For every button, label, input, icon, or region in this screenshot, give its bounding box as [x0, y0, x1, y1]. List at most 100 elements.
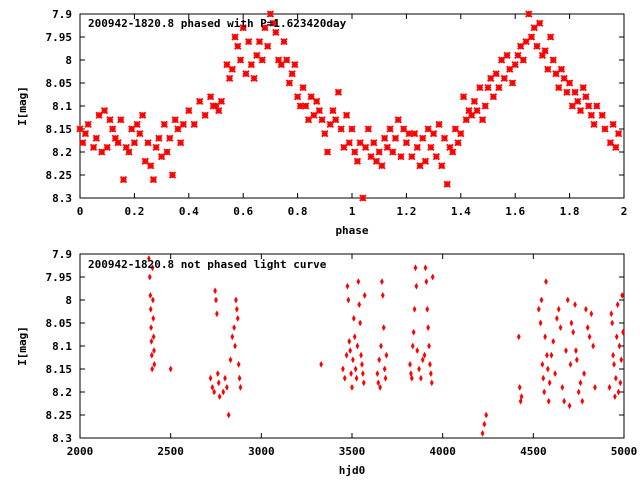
data-point: [506, 65, 514, 73]
data-point: [216, 379, 221, 387]
data-point: [578, 379, 583, 387]
data-point: [375, 370, 380, 378]
data-point: [149, 175, 158, 184]
data-point: [410, 129, 419, 138]
data-point: [382, 365, 387, 373]
data-point: [111, 134, 119, 142]
data-point: [391, 134, 400, 142]
data-point: [151, 314, 156, 322]
data-point: [484, 83, 492, 92]
data-point: [619, 356, 624, 364]
data-point: [264, 42, 272, 50]
data-point: [413, 143, 421, 152]
data-point: [168, 171, 177, 179]
data-point: [231, 33, 239, 41]
data-point: [340, 143, 348, 152]
data-point: [615, 301, 620, 309]
data-point: [155, 134, 163, 142]
data-point: [76, 125, 84, 133]
data-point: [128, 125, 136, 133]
data-point: [377, 356, 382, 364]
data-point: [516, 333, 521, 341]
data-point: [400, 125, 408, 133]
data-point: [285, 79, 294, 87]
data-point: [519, 56, 527, 64]
data-point: [614, 129, 623, 138]
data-point: [544, 278, 548, 286]
x-tick-labels: 0 0.2 0.4 0.6 0.8 1 1.2 1.4 1.6 1.8 2: [77, 205, 628, 218]
data-point: [557, 65, 566, 73]
y-axis-label: I[mag]: [16, 326, 29, 366]
data-point: [367, 152, 375, 161]
chart-title: 200942-1820.8 phased with P=1.623420day: [88, 17, 347, 30]
data-point: [606, 139, 615, 147]
data-point: [224, 383, 229, 391]
data-point: [556, 305, 561, 313]
data-point: [319, 360, 324, 368]
data-point: [427, 342, 431, 350]
data-point: [149, 351, 154, 359]
data-point: [589, 310, 594, 318]
data-point: [546, 33, 555, 41]
data-point: [378, 162, 386, 170]
y-tick-label: 8.2: [52, 146, 72, 159]
x-tick-labels: 2000 2500 3000 3500 4000 4500 5000: [67, 445, 638, 458]
x-tick-label: 1: [349, 205, 356, 218]
data-point: [487, 74, 495, 83]
data-point: [81, 129, 90, 138]
data-point: [584, 305, 588, 313]
data-point: [232, 324, 237, 332]
data-point: [122, 143, 130, 152]
data-point: [527, 33, 536, 41]
data-point: [549, 56, 557, 64]
data-point: [562, 397, 567, 405]
data-points: [147, 255, 625, 437]
data-point: [429, 129, 438, 138]
data-point: [482, 420, 487, 428]
data-point: [351, 314, 356, 322]
data-point: [269, 19, 277, 27]
data-point: [307, 93, 315, 101]
data-point: [555, 83, 563, 92]
data-point: [352, 333, 357, 341]
data-point: [92, 134, 100, 142]
data-point: [362, 291, 367, 299]
data-point: [544, 65, 552, 73]
data-point: [226, 411, 231, 419]
data-point: [359, 194, 367, 202]
data-point: [380, 278, 384, 286]
x-axis-label: hjd0: [339, 464, 366, 477]
data-point: [168, 365, 173, 373]
data-point: [360, 370, 365, 378]
data-point: [354, 374, 359, 382]
data-point: [468, 111, 476, 119]
data-point: [440, 134, 449, 142]
data-point: [620, 291, 625, 299]
y-tick-label: 7.95: [46, 31, 73, 44]
x-tick-label: 0.8: [288, 205, 308, 218]
data-point: [582, 370, 586, 378]
data-point: [213, 287, 217, 295]
data-point: [430, 273, 435, 281]
data-point: [465, 106, 473, 115]
data-point: [217, 97, 226, 106]
x-tick-label: 0.6: [233, 205, 253, 218]
unphased-light-curve-panel: 2000 2500 3000 3500 4000 4500 5000 7.9 7.95 8 8.0…: [16, 248, 637, 477]
data-point: [350, 383, 354, 391]
data-point: [618, 379, 623, 387]
x-tick-label: 1.6: [505, 205, 525, 218]
data-point: [580, 397, 585, 405]
data-point: [234, 296, 238, 304]
data-point: [160, 120, 168, 129]
data-point: [351, 356, 355, 364]
data-point: [177, 139, 185, 147]
data-point: [348, 125, 356, 133]
data-point: [288, 70, 296, 78]
x-tick-label: 2500: [157, 445, 184, 458]
data-point: [347, 337, 352, 345]
data-point: [560, 74, 568, 83]
data-point: [221, 388, 226, 396]
x-tick-label: 2000: [67, 445, 94, 458]
data-point: [574, 356, 579, 364]
